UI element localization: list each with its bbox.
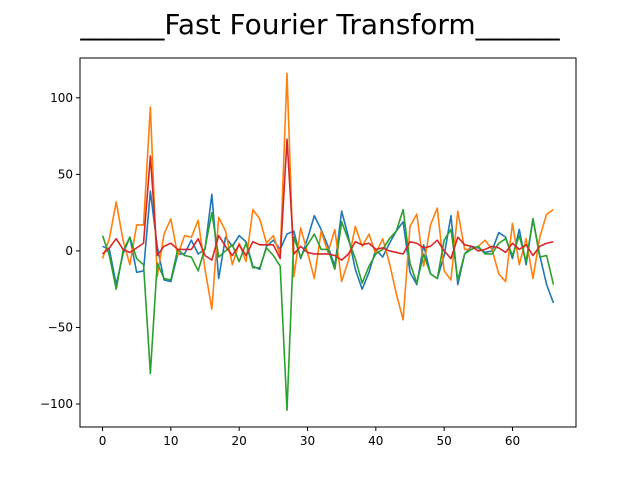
y-tick-label: −50	[48, 320, 73, 334]
series-line-4	[102, 138, 554, 261]
x-tick-label: 30	[300, 434, 315, 448]
series-layer	[101, 72, 555, 411]
y-tick-label: 0	[65, 244, 73, 258]
y-axis: −100 −50 0 50 100	[40, 91, 80, 411]
x-tick-label: 60	[505, 434, 520, 448]
y-tick-label: 50	[58, 167, 73, 181]
x-tick-label: 10	[163, 434, 178, 448]
x-axis: 0 10 20 30 40 50 60	[99, 427, 520, 448]
series-line-1	[102, 190, 555, 304]
x-tick-label: 40	[368, 434, 383, 448]
y-tick-label: 100	[50, 91, 73, 105]
chart-title: ______Fast Fourier Transform______	[79, 8, 560, 41]
y-tick-label: −100	[40, 397, 73, 411]
x-tick-label: 50	[437, 434, 452, 448]
series-line-3	[101, 208, 555, 411]
x-tick-label: 20	[232, 434, 247, 448]
series-line-2	[101, 72, 554, 321]
plot-frame	[79, 57, 577, 428]
x-tick-label: 0	[99, 434, 107, 448]
